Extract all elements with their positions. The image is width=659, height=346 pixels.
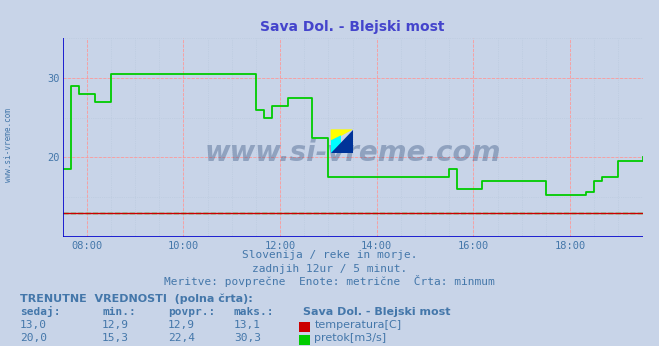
Text: 22,4: 22,4 <box>168 333 195 343</box>
Text: Slovenija / reke in morje.: Slovenija / reke in morje. <box>242 250 417 260</box>
Text: 12,9: 12,9 <box>168 320 195 330</box>
Text: sedaj:: sedaj: <box>20 306 60 317</box>
Text: min.:: min.: <box>102 307 136 317</box>
Text: Sava Dol. - Blejski most: Sava Dol. - Blejski most <box>303 307 451 317</box>
Text: 13,1: 13,1 <box>234 320 261 330</box>
Title: Sava Dol. - Blejski most: Sava Dol. - Blejski most <box>260 20 445 34</box>
Polygon shape <box>331 130 353 154</box>
Text: www.si-vreme.com: www.si-vreme.com <box>204 139 501 167</box>
Text: maks.:: maks.: <box>234 307 274 317</box>
Polygon shape <box>331 130 341 154</box>
Text: 30,3: 30,3 <box>234 333 261 343</box>
Text: 20,0: 20,0 <box>20 333 47 343</box>
Text: TRENUTNE  VREDNOSTI  (polna črta):: TRENUTNE VREDNOSTI (polna črta): <box>20 293 252 304</box>
Text: povpr.:: povpr.: <box>168 307 215 317</box>
Text: Meritve: povprečne  Enote: metrične  Črta: minmum: Meritve: povprečne Enote: metrične Črta:… <box>164 275 495 288</box>
Text: 12,9: 12,9 <box>102 320 129 330</box>
Polygon shape <box>331 130 353 142</box>
Text: www.si-vreme.com: www.si-vreme.com <box>4 108 13 182</box>
Polygon shape <box>331 130 353 140</box>
Text: 13,0: 13,0 <box>20 320 47 330</box>
Text: 15,3: 15,3 <box>102 333 129 343</box>
Text: pretok[m3/s]: pretok[m3/s] <box>314 333 386 343</box>
Text: temperatura[C]: temperatura[C] <box>314 320 401 330</box>
Text: zadnjih 12ur / 5 minut.: zadnjih 12ur / 5 minut. <box>252 264 407 274</box>
